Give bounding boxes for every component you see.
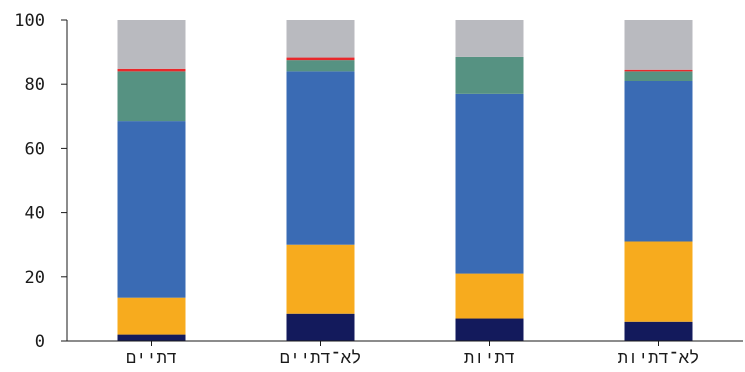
bar-segment xyxy=(117,121,186,298)
y-tick-label: 80 xyxy=(25,75,45,95)
bar-segment xyxy=(624,241,693,322)
bar-segment xyxy=(624,71,693,81)
y-tick-labels: 0 20 40 60 80 100 xyxy=(14,11,45,352)
bar-segment xyxy=(455,273,524,319)
y-tick-label: 0 xyxy=(35,332,45,352)
bar-segment xyxy=(117,71,186,122)
bar-segment xyxy=(286,60,355,72)
bar-segment xyxy=(286,57,355,61)
bar-segment xyxy=(624,69,693,72)
y-tick-label: 60 xyxy=(25,139,45,159)
bars-group xyxy=(117,20,693,341)
bar-segment xyxy=(117,297,186,335)
x-tick-labels: דתיים לא־דתיים דתיות לא־דתיות xyxy=(126,348,699,368)
bar-segment xyxy=(286,313,355,341)
y-tick-label: 100 xyxy=(14,11,45,31)
bar-segment xyxy=(117,334,186,341)
x-tick-label: לא־דתיים xyxy=(280,348,362,368)
bar-segment xyxy=(286,71,355,245)
y-tick-label: 40 xyxy=(25,204,45,224)
x-axis xyxy=(67,340,743,346)
bar-segment xyxy=(455,93,524,274)
bar-segment xyxy=(624,80,693,242)
bar-segment xyxy=(624,20,693,70)
x-tick-label: דתיים xyxy=(126,348,177,368)
bar-segment xyxy=(624,321,693,341)
bar-segment xyxy=(455,20,524,57)
bar-segment xyxy=(455,318,524,341)
bar-segment xyxy=(117,20,186,69)
bar-segment xyxy=(286,244,355,314)
x-tick-label: לא־דתיות xyxy=(618,348,700,368)
y-tick-label: 20 xyxy=(25,268,45,288)
bar-segment xyxy=(455,56,524,94)
x-tick-label: דתיות xyxy=(464,348,515,368)
bar-segment xyxy=(286,20,355,58)
bar-segment xyxy=(117,68,186,72)
y-axis xyxy=(61,19,68,342)
